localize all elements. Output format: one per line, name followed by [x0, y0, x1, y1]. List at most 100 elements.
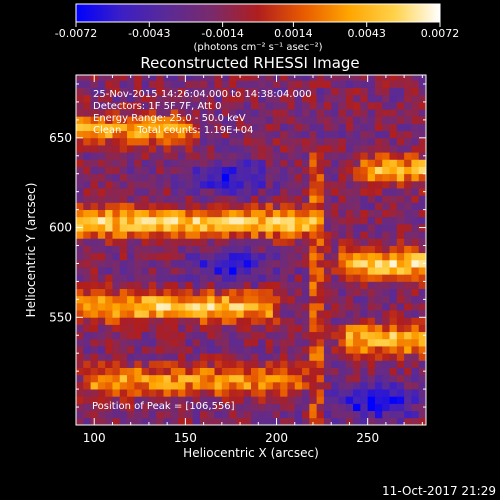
heatmap-cell — [90, 87, 99, 96]
heatmap-cell — [199, 389, 208, 397]
heatmap-cell — [411, 288, 420, 297]
heatmap-cell — [316, 123, 325, 132]
heatmap-cell — [345, 353, 354, 361]
heatmap-cell — [229, 109, 237, 117]
heatmap-cell — [236, 381, 245, 390]
heatmap-cell — [280, 310, 288, 318]
heatmap-cell — [360, 80, 369, 88]
heatmap-cell — [294, 195, 303, 203]
heatmap-cell — [163, 173, 172, 182]
heatmap-cell — [294, 324, 303, 333]
heatmap-cell — [148, 324, 157, 333]
heatmap-cell — [185, 389, 194, 397]
heatmap-cell — [97, 152, 106, 160]
heatmap-cell — [236, 223, 245, 232]
heatmap-cell — [302, 152, 310, 160]
heatmap-cell — [331, 331, 339, 340]
heatmap-cell — [418, 410, 426, 419]
heatmap-cell — [105, 417, 113, 425]
heatmap-cell — [207, 195, 215, 203]
heatmap-cell — [156, 403, 164, 412]
heatmap-cell — [97, 159, 106, 167]
heatmap-cell — [382, 360, 390, 368]
heatmap-cell — [294, 389, 303, 397]
heatmap-cell — [192, 267, 201, 275]
heatmap-cell — [163, 216, 172, 225]
heatmap-cell — [411, 381, 420, 390]
heatmap-cell — [367, 252, 376, 261]
heatmap-cell — [396, 310, 405, 318]
heatmap-cell — [418, 216, 426, 225]
heatmap-cell — [236, 396, 245, 404]
heatmap-cell — [265, 223, 274, 232]
heatmap-cell — [105, 87, 113, 96]
heatmap-cell — [83, 80, 91, 88]
heatmap-cell — [396, 410, 405, 419]
heatmap-cell — [360, 295, 369, 304]
heatmap-cell — [207, 281, 215, 289]
heatmap-cell — [97, 302, 106, 311]
heatmap-cell — [316, 209, 325, 218]
heatmap-cell — [353, 310, 361, 318]
heatmap-cell — [156, 274, 164, 282]
heatmap-cell — [338, 87, 347, 96]
heatmap-cell — [265, 252, 274, 261]
heatmap-cell — [272, 101, 281, 110]
heatmap-cell — [280, 188, 288, 196]
heatmap-cell — [382, 252, 390, 261]
heatmap-cell — [229, 137, 237, 146]
heatmap-cell — [199, 159, 208, 167]
heatmap-cell — [97, 188, 106, 196]
heatmap-cell — [367, 295, 376, 304]
heatmap-cell — [265, 166, 274, 175]
heatmap-cell — [76, 231, 84, 239]
heatmap-cell — [141, 367, 150, 376]
heatmap-cell — [214, 346, 223, 354]
heatmap-cell — [258, 331, 266, 340]
heatmap-cell — [345, 403, 354, 412]
heatmap-cell — [309, 338, 318, 347]
heatmap-cell — [127, 94, 135, 103]
heatmap-cell — [178, 410, 186, 419]
heatmap-cell — [192, 223, 201, 232]
heatmap-cell — [97, 130, 106, 139]
heatmap-cell — [404, 310, 412, 318]
heatmap-cell — [411, 252, 420, 261]
heatmap-cell — [178, 159, 186, 167]
heatmap-cell — [156, 317, 164, 325]
heatmap-cell — [345, 101, 354, 110]
heatmap-cell — [258, 123, 266, 132]
heatmap-cell — [294, 367, 303, 376]
heatmap-cell — [389, 252, 398, 261]
heatmap-cell — [265, 310, 274, 318]
heatmap-cell — [97, 360, 106, 368]
heatmap-cell — [229, 123, 237, 132]
heatmap-cell — [229, 231, 237, 239]
heatmap-cell — [119, 195, 128, 203]
heatmap-cell — [112, 317, 121, 325]
heatmap-cell — [411, 101, 420, 110]
heatmap-cell — [345, 159, 354, 167]
heatmap-cell — [127, 252, 135, 261]
heatmap-cell — [156, 231, 164, 239]
heatmap-cell — [105, 410, 113, 419]
heatmap-cell — [214, 360, 223, 368]
heatmap-cell — [112, 259, 121, 268]
heatmap-cell — [280, 75, 288, 81]
heatmap-cell — [170, 238, 179, 246]
heatmap-cell — [156, 116, 164, 124]
heatmap-cell — [229, 116, 237, 124]
heatmap-cell — [90, 202, 99, 211]
heatmap-cell — [97, 281, 106, 289]
heatmap-cell — [83, 331, 91, 340]
heatmap-cell — [367, 137, 376, 146]
heatmap-cell — [316, 295, 325, 304]
heatmap-cell — [389, 331, 398, 340]
heatmap-cell — [360, 245, 369, 254]
heatmap-cell — [83, 417, 91, 425]
heatmap-cell — [302, 123, 310, 132]
heatmap-cell — [236, 180, 245, 189]
heatmap-cell — [411, 116, 420, 124]
heatmap-cell — [163, 367, 172, 376]
heatmap-cell — [374, 267, 383, 275]
